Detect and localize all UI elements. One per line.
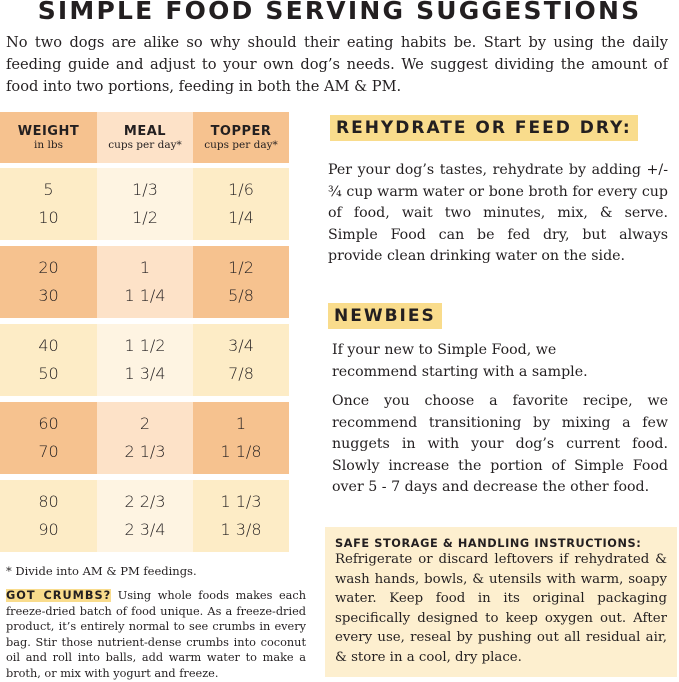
intro-text: No two dogs are alike so why should thei… (6, 34, 668, 95)
table-value: 1/6 (228, 180, 254, 199)
table-value: 7/8 (228, 364, 254, 383)
header-title: MEAL (123, 124, 167, 139)
newbies-text-2: Once you choose a favorite recipe, we re… (332, 393, 668, 495)
table-cell-group: 1/3 1/2 (97, 168, 193, 240)
table-header-weight: WEIGHT in lbs (0, 112, 97, 163)
table-header-topper: TOPPER cups per day* (193, 112, 289, 163)
crumbs-text: Using whole foods makes each freeze-drie… (6, 589, 306, 680)
table-cell-group: 1 1 1/8 (193, 402, 289, 474)
table-value: 1 (235, 414, 247, 433)
table-cell-group: 40 50 (0, 324, 97, 396)
table-value: 1/2 (132, 208, 158, 227)
header-title: WEIGHT (17, 124, 80, 139)
table-value: 70 (38, 442, 59, 461)
table-value: 5 (43, 180, 54, 199)
rehydrate-heading-wrap: REHYDRATE OR FEED DRY: (330, 115, 638, 141)
table-value: 5/8 (228, 286, 254, 305)
table-cell-group: 1 1/2 1 3/4 (97, 324, 193, 396)
storage-text: Refrigerate or discard leftovers if rehy… (335, 552, 667, 665)
crumbs-section: GOT CRUMBS? Using whole foods makes each… (6, 588, 306, 681)
table-cell-group: 5 10 (0, 168, 97, 240)
table-cell-group: 2 2 1/3 (97, 402, 193, 474)
table-cell-group: 1 1/3 1 3/8 (193, 480, 289, 552)
header-title: TOPPER (210, 124, 272, 139)
page-title: SIMPLE FOOD SERVING SUGGESTIONS (37, 0, 642, 25)
crumbs-label: GOT CRUMBS? (6, 589, 112, 602)
table-value: 1 3/8 (220, 520, 262, 539)
storage-heading: SAFE STORAGE & HANDLING INSTRUCTIONS: (335, 537, 642, 550)
table-value: 20 (38, 258, 59, 277)
table-value: 10 (38, 208, 59, 227)
table-cell-group: 60 70 (0, 402, 97, 474)
newbies-heading: NEWBIES (328, 303, 442, 329)
header-subtitle: in lbs (34, 139, 63, 151)
table-cell-group: 1 1 1/4 (97, 246, 193, 318)
rehydrate-heading: REHYDRATE OR FEED DRY: (330, 115, 638, 141)
table-value: 40 (38, 336, 59, 355)
table-value: 2 3/4 (124, 520, 166, 539)
table-value: 1 1/2 (124, 336, 166, 355)
table-value: 1 1/3 (220, 492, 262, 511)
table-value: 2 2/3 (124, 492, 166, 511)
header-subtitle: cups per day* (108, 139, 182, 151)
table-cell-group: 80 90 (0, 480, 97, 552)
table-value: 30 (38, 286, 59, 305)
table-value: 2 (139, 414, 151, 433)
feeding-table: WEIGHT in lbs MEAL cups per day* TOPPER cups … (0, 112, 289, 554)
table-value: 1/4 (228, 208, 254, 227)
table-value: 3/4 (228, 336, 254, 355)
table-value: 1 3/4 (124, 364, 166, 383)
table-cell-group: 20 30 (0, 246, 97, 318)
table-header-meal: MEAL cups per day* (97, 112, 193, 163)
header-subtitle: cups per day* (204, 139, 278, 151)
table-cell-group: 1/2 5/8 (193, 246, 289, 318)
newbies-heading-wrap: NEWBIES (328, 303, 442, 329)
table-value: 1/3 (132, 180, 158, 199)
table-value: 2 1/3 (124, 442, 166, 461)
table-value: 1/2 (228, 258, 254, 277)
table-value: 80 (38, 492, 59, 511)
table-value: 1 (139, 258, 151, 277)
table-cell-group: 2 2/3 2 3/4 (97, 480, 193, 552)
table-cell-group: 3/4 7/8 (193, 324, 289, 396)
table-value: 1 1/8 (220, 442, 262, 461)
table-value: 1 1/4 (124, 286, 166, 305)
rehydrate-text: Per your dog’s tastes, rehydrate by addi… (328, 162, 668, 264)
table-value: 90 (38, 520, 59, 539)
newbies-text-1: If your new to Simple Food, we recommend… (332, 342, 588, 380)
footnote: * Divide into AM & PM feedings. (6, 564, 197, 578)
table-value: 50 (38, 364, 59, 383)
table-value: 60 (38, 414, 59, 433)
storage-box: SAFE STORAGE & HANDLING INSTRUCTIONS: Re… (325, 527, 677, 677)
table-cell-group: 1/6 1/4 (193, 168, 289, 240)
